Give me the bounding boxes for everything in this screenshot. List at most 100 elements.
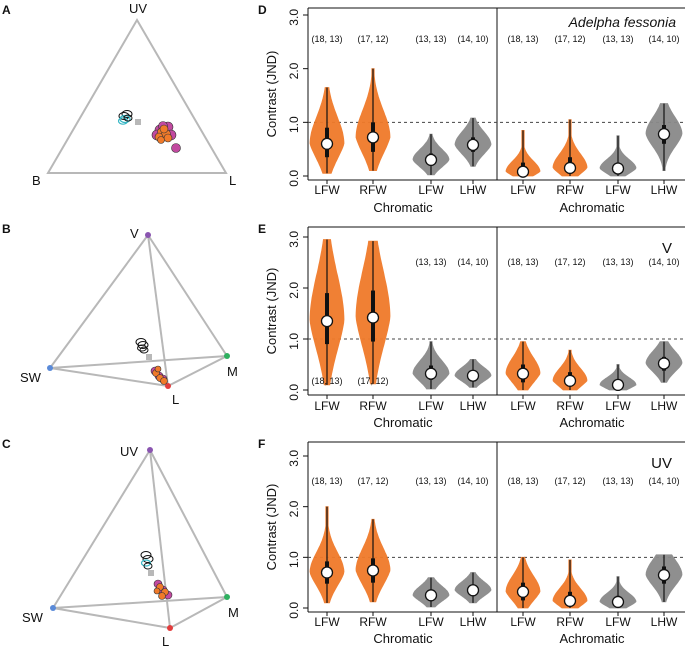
x-tick-label: LFW <box>418 615 444 629</box>
sample-size-label: (17, 12) <box>554 34 585 44</box>
point-orange <box>159 124 169 134</box>
x-tick-label: LHW <box>651 399 678 413</box>
x-tick-label: LFW <box>510 183 536 197</box>
point-orange <box>158 592 166 600</box>
y-tick-label: 1.0 <box>287 116 301 133</box>
median-point <box>563 161 577 175</box>
cluster-black-b <box>135 338 149 354</box>
sample-size-label: (13, 13) <box>415 257 446 267</box>
median-point <box>320 137 334 150</box>
x-tick-label: RFW <box>556 615 584 629</box>
x-tick-label: LHW <box>460 399 487 413</box>
vertex-dot-sw <box>47 365 53 371</box>
tetra-vertex-m: M <box>228 605 239 620</box>
cluster-orange-b <box>150 365 168 385</box>
x-tick-label: RFW <box>556 183 584 197</box>
median-point <box>563 594 577 608</box>
triangle-vertex-l: L <box>229 173 236 188</box>
vertex-dot-sw <box>50 605 56 611</box>
panel-C: C UV SW M L <box>2 437 239 649</box>
achromatic-point <box>146 354 152 360</box>
y-axis-label: Contrast (JND) <box>264 51 279 138</box>
point-black <box>140 551 152 559</box>
sample-size-label: (13, 13) <box>602 34 633 44</box>
sample-size-label: (18, 13) <box>507 257 538 267</box>
x-tick-label: LFW <box>510 615 536 629</box>
sample-size-label: (14, 10) <box>457 34 488 44</box>
sample-size-label: (18, 13) <box>311 476 342 486</box>
vertex-dot-v <box>145 232 151 238</box>
sample-size-label: (13, 13) <box>415 34 446 44</box>
x-tick-label: LFW <box>314 615 340 629</box>
x-tick-label: LFW <box>510 399 536 413</box>
sample-size-label: (13, 13) <box>415 476 446 486</box>
tetra-vertex-v: V <box>130 226 139 241</box>
y-tick-label: 0.0 <box>287 602 301 619</box>
point-magenta <box>171 143 181 153</box>
sample-size-label: (13, 13) <box>602 476 633 486</box>
median-point <box>657 357 671 370</box>
point-orange <box>153 587 161 595</box>
color-triangle <box>46 18 228 174</box>
sample-size-label: (17, 12) <box>357 376 388 386</box>
panel-letter-B: B <box>2 222 11 236</box>
x-tick-label: RFW <box>359 615 387 629</box>
color-tetrahedron <box>49 234 228 387</box>
sample-size-label: (17, 12) <box>554 257 585 267</box>
median-point <box>424 367 438 380</box>
sample-size-label: (18, 13) <box>507 34 538 44</box>
x-tick-label: LFW <box>605 183 631 197</box>
sample-size-label: (14, 10) <box>648 476 679 486</box>
y-tick-label: 3.0 <box>287 231 301 248</box>
sample-size-label: (14, 10) <box>457 257 488 267</box>
point-orange <box>163 133 173 143</box>
median-point <box>516 367 530 380</box>
x-tick-label: LHW <box>651 615 678 629</box>
point-black <box>139 346 149 354</box>
x-tick-label: RFW <box>359 399 387 413</box>
achromatic-point <box>135 119 141 125</box>
y-tick-label: 0.0 <box>287 170 301 187</box>
x-tick-label: LHW <box>651 183 678 197</box>
sample-size-label: (18, 13) <box>311 34 342 44</box>
panel-letter-C: C <box>2 437 11 451</box>
median-point <box>657 127 671 141</box>
triangle-vertex-b: B <box>32 173 41 188</box>
panel-letter-F: F <box>258 437 265 451</box>
tetra-vertex-l: L <box>162 634 169 649</box>
point-black <box>143 562 153 570</box>
point-orange <box>157 136 165 144</box>
cluster-hindwing-black <box>117 110 133 125</box>
median-point <box>320 314 334 328</box>
median-point <box>366 311 380 324</box>
vision-model-label: UV <box>651 455 672 472</box>
panel-letter-A: A <box>2 3 11 17</box>
panel-letter-E: E <box>258 222 266 236</box>
median-point <box>466 584 480 597</box>
sample-size-label: (17, 12) <box>357 34 388 44</box>
sample-size-label: (17, 12) <box>554 476 585 486</box>
x-tick-label: LFW <box>314 183 340 197</box>
point-black <box>123 114 133 122</box>
group-label-chromatic: Chromatic <box>373 631 433 646</box>
x-tick-label: LHW <box>460 183 487 197</box>
y-axis-label: Contrast (JND) <box>264 268 279 355</box>
median-point <box>466 138 480 152</box>
panel-B: B V SW M L <box>2 222 238 407</box>
median-point <box>424 589 438 602</box>
point-orange <box>154 365 162 373</box>
vertex-dot-m <box>224 594 230 600</box>
point-orange <box>160 377 168 385</box>
vision-model-label: V <box>662 240 672 257</box>
group-label-achromatic: Achromatic <box>559 200 625 215</box>
cluster-orange-c <box>153 579 173 600</box>
group-label-achromatic: Achromatic <box>559 415 625 430</box>
median-point <box>657 568 671 582</box>
y-tick-label: 2.0 <box>287 282 301 299</box>
x-tick-label: LFW <box>418 183 444 197</box>
median-point <box>563 374 577 387</box>
color-tetrahedron <box>52 449 228 629</box>
tetra-vertex-uv: UV <box>120 444 138 459</box>
violin-panel-E: 0.0 1.0 2.0 3.0 Contrast (JND) V (18, 13) LFW (1… <box>264 226 685 430</box>
